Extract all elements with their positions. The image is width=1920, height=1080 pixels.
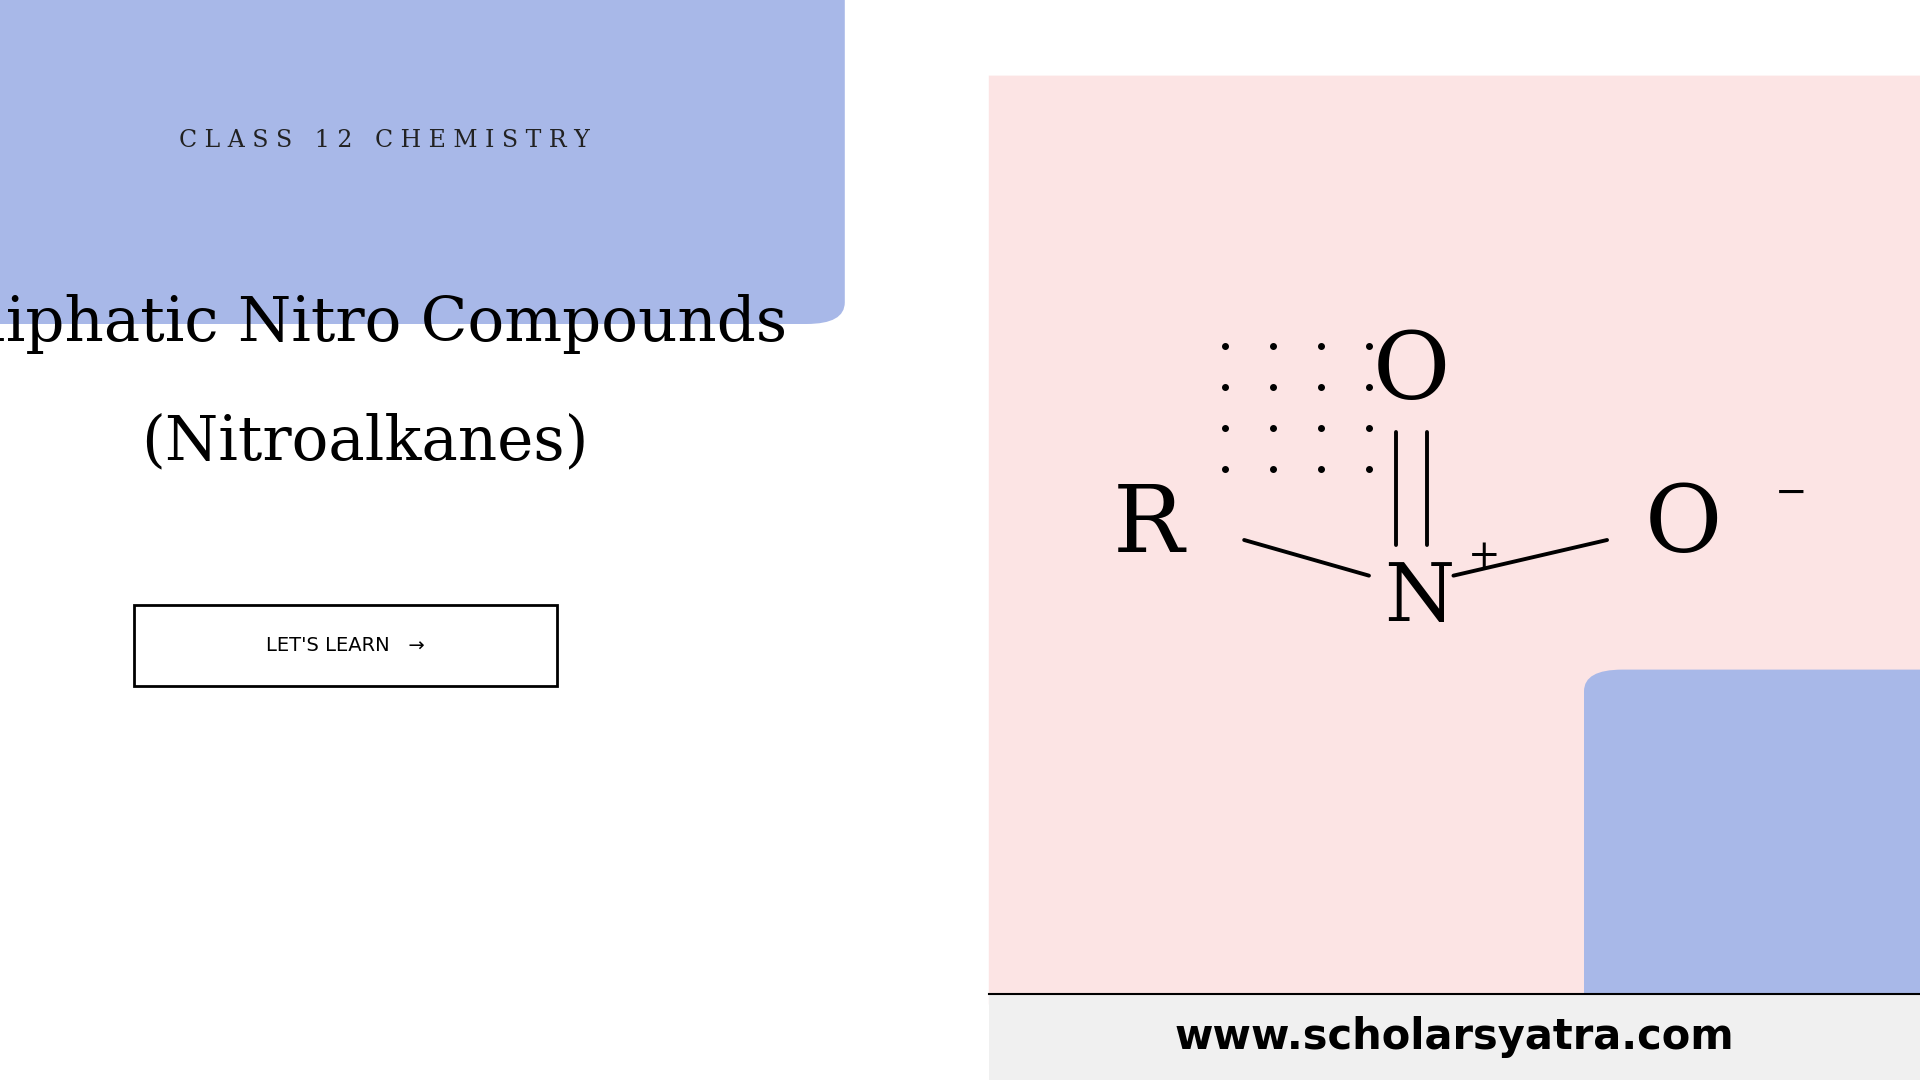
FancyBboxPatch shape	[0, 0, 845, 324]
FancyBboxPatch shape	[989, 76, 1920, 1004]
Text: (Nitroalkanes): (Nitroalkanes)	[140, 413, 589, 473]
Text: O: O	[1645, 481, 1722, 571]
Text: O: O	[1373, 327, 1450, 418]
Text: −: −	[1776, 475, 1807, 512]
Text: Aliphatic Nitro Compounds: Aliphatic Nitro Compounds	[0, 294, 787, 354]
Text: +: +	[1469, 538, 1500, 575]
FancyBboxPatch shape	[1584, 670, 1920, 1058]
Text: C L A S S   1 2   C H E M I S T R Y: C L A S S 1 2 C H E M I S T R Y	[179, 129, 589, 152]
Bar	[134, 605, 557, 686]
Text: R: R	[1112, 481, 1185, 571]
Text: N: N	[1384, 561, 1453, 638]
Bar	[989, 994, 1920, 1080]
Text: LET'S LEARN   →: LET'S LEARN →	[267, 636, 424, 654]
Text: www.scholarsyatra.com: www.scholarsyatra.com	[1175, 1016, 1734, 1057]
